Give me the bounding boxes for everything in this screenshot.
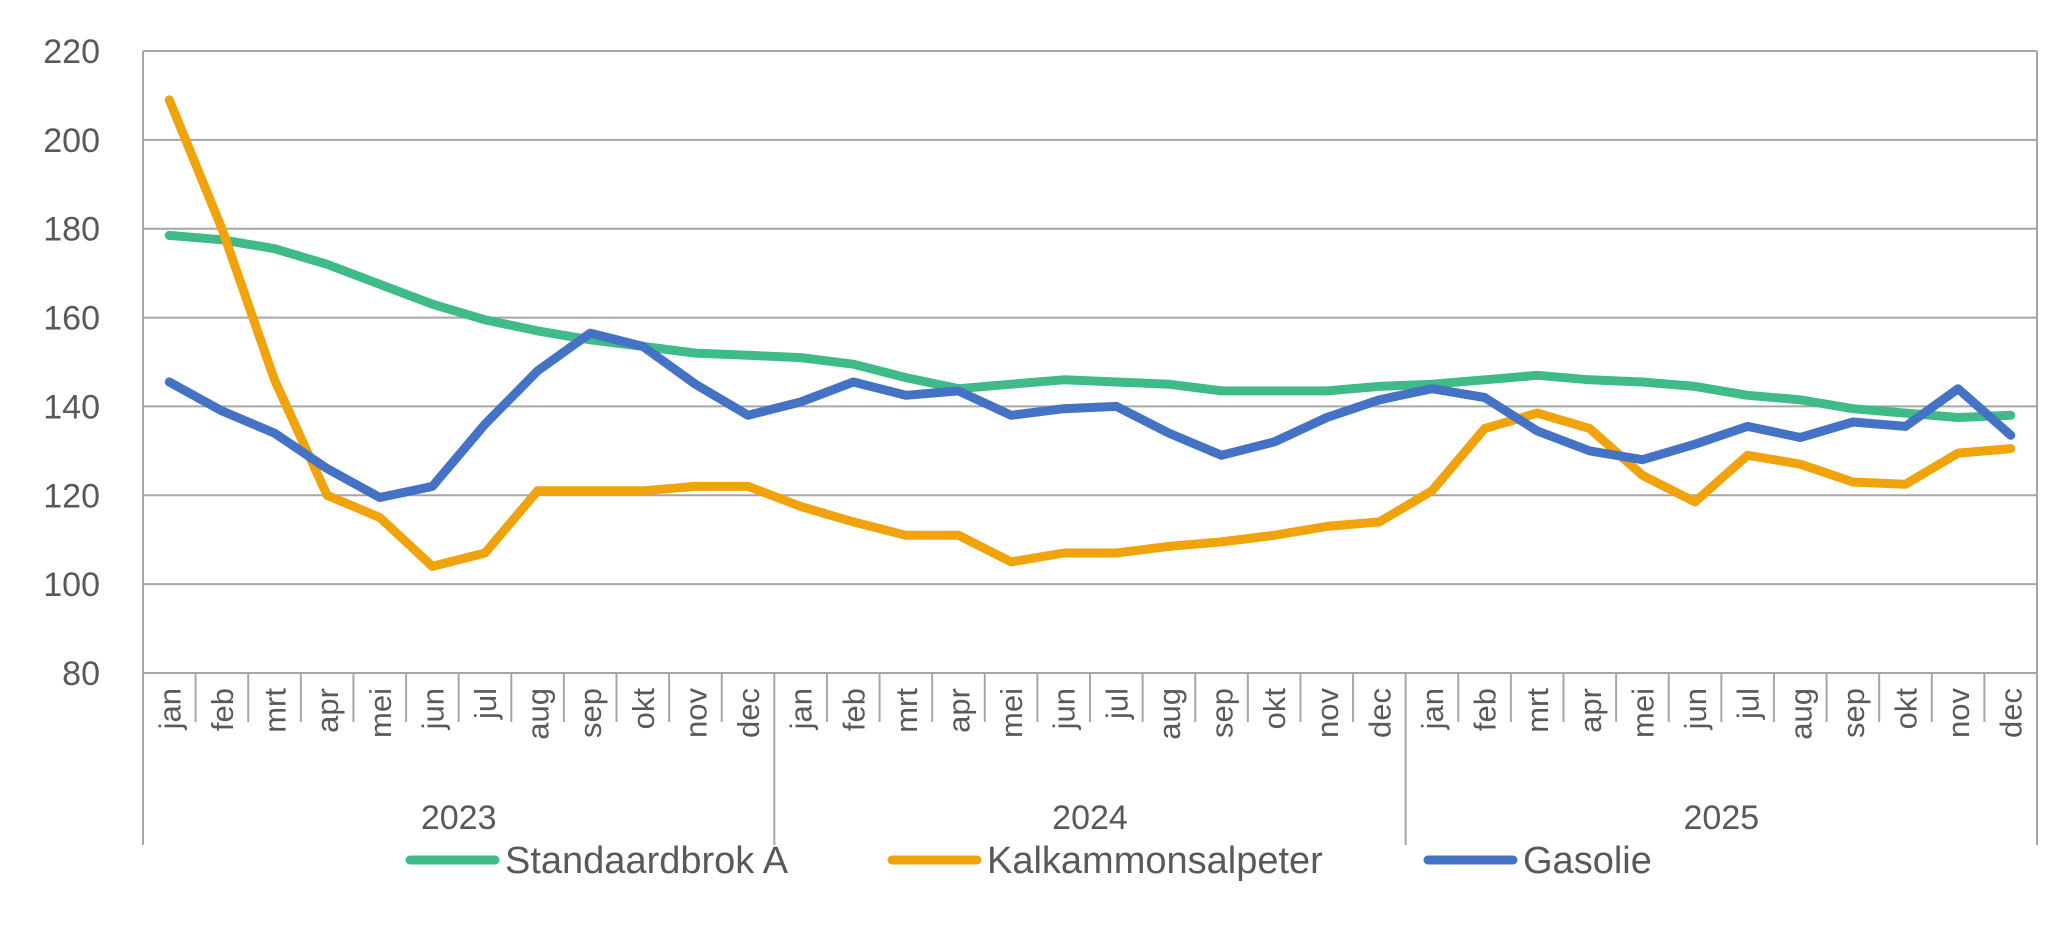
y-tick-label: 140	[43, 388, 100, 426]
x-tick-label: apr	[941, 688, 976, 733]
x-tick-label: nov	[1310, 688, 1345, 738]
x-tick-label: feb	[1468, 688, 1503, 731]
x-tick-label: nov	[1941, 688, 1976, 738]
x-tick-label: feb	[205, 688, 240, 731]
x-tick-label: jan	[1415, 688, 1450, 730]
gridlines	[143, 50, 2037, 674]
x-tick-label: jul	[1099, 688, 1134, 720]
x-tick-label: jul	[468, 688, 503, 720]
x-tick-label: okt	[1257, 688, 1292, 730]
x-tick-label: mrt	[1520, 688, 1555, 733]
x-tick-label: jun	[415, 688, 450, 730]
x-tick-label: sep	[1205, 688, 1240, 738]
y-tick-label: 120	[43, 477, 100, 515]
series-line-standaardbrok-a	[164, 230, 2016, 422]
x-tick-label: apr	[1573, 688, 1608, 733]
year-label: 2023	[421, 799, 497, 837]
x-tick-label: jan	[784, 688, 819, 730]
legend: Standaardbrok A Kalkammonsalpeter Gasolie	[405, 840, 1652, 882]
series-line-kalkammonsalpeter	[164, 95, 2016, 571]
y-tick-label: 220	[43, 33, 100, 71]
x-tick-label: okt	[1888, 688, 1923, 730]
legend-label: Kalkammonsalpeter	[987, 840, 1323, 882]
x-tick-label: feb	[836, 688, 871, 731]
y-tick-label: 160	[43, 300, 100, 338]
x-tick-label: dec	[1362, 688, 1397, 738]
x-tick-label: mei	[363, 688, 398, 738]
x-tick-label: aug	[1783, 688, 1818, 740]
x-axis: jan feb mrt apr mei jun jul aug sep okt nov dec jan f…	[142, 51, 2038, 845]
x-tick-label: mei	[1625, 688, 1660, 738]
y-tick-label: 180	[43, 211, 100, 249]
x-tick-label: jan	[152, 688, 187, 730]
x-tick-label: aug	[521, 688, 556, 740]
x-tick-label: okt	[626, 688, 661, 730]
x-tick-label: sep	[1836, 688, 1871, 738]
x-tick-label: mrt	[258, 688, 293, 733]
series-lines	[164, 95, 2016, 571]
x-tick-label: dec	[1994, 688, 2029, 738]
x-tick-label: jun	[1678, 688, 1713, 730]
y-axis: 80 100 120 140 160 180 200 220	[43, 33, 100, 693]
x-tick-label: nov	[678, 688, 713, 738]
x-tick-label: jun	[1047, 688, 1082, 730]
x-tick-label: jul	[1731, 688, 1766, 720]
x-tick-label: sep	[573, 688, 608, 738]
legend-label: Gasolie	[1523, 840, 1652, 882]
x-tick-label: mei	[994, 688, 1029, 738]
x-tick-label: apr	[310, 688, 345, 733]
series-line-gasolie	[164, 328, 2016, 502]
y-tick-label: 100	[43, 566, 100, 604]
x-tick-label: aug	[1152, 688, 1187, 740]
x-tick-label: dec	[731, 688, 766, 738]
year-label: 2025	[1684, 799, 1760, 837]
legend-label: Standaardbrok A	[505, 840, 789, 882]
y-tick-label: 200	[43, 122, 100, 160]
y-tick-label: 80	[62, 655, 100, 693]
year-label: 2024	[1052, 799, 1128, 837]
x-tick-label: mrt	[889, 688, 924, 733]
